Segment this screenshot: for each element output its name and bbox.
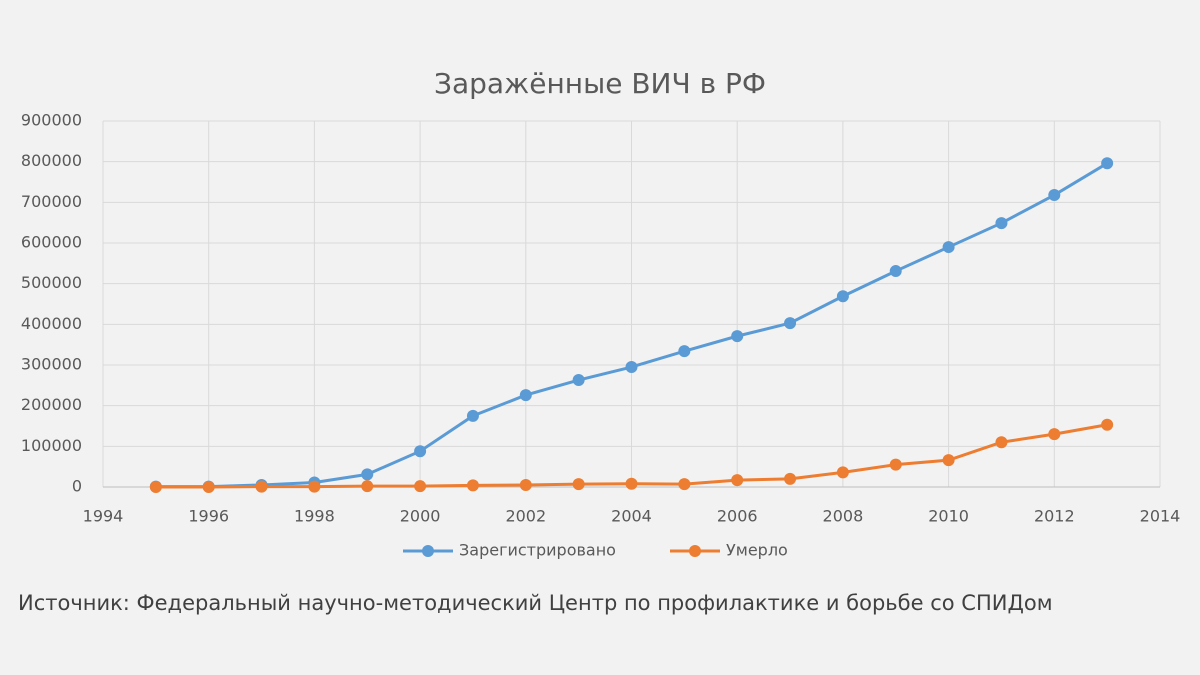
data-point (731, 330, 744, 343)
y-tick-label: 800000 (21, 151, 82, 170)
x-tick-label: 1998 (294, 507, 335, 526)
data-point (995, 217, 1008, 230)
x-tick-label: 2002 (505, 507, 546, 526)
y-tick-label: 0 (72, 477, 82, 496)
data-point (361, 468, 374, 481)
x-tick-label: 1996 (188, 507, 229, 526)
data-point (1101, 157, 1114, 170)
data-point (942, 454, 955, 467)
data-point (466, 479, 479, 492)
y-tick-label: 600000 (21, 233, 82, 252)
data-point (784, 317, 797, 330)
chart-title: Заражённые ВИЧ в РФ (434, 67, 766, 100)
data-point (149, 481, 162, 493)
data-point (572, 374, 585, 387)
data-point (414, 480, 427, 493)
x-tick-label: 2000 (400, 507, 441, 526)
x-tick-label: 2004 (611, 507, 652, 526)
data-point (995, 436, 1008, 449)
data-point (784, 472, 797, 485)
data-point (678, 345, 691, 358)
x-tick-label: 2014 (1140, 507, 1181, 526)
data-point (202, 481, 215, 493)
y-tick-label: 700000 (21, 192, 82, 211)
data-point (466, 409, 479, 422)
legend-marker (689, 545, 701, 557)
legend-label: Умерло (726, 541, 788, 560)
data-point (519, 478, 532, 491)
data-point (942, 241, 955, 254)
data-point (889, 458, 902, 471)
data-point (836, 466, 849, 479)
x-tick-label: 2008 (823, 507, 864, 526)
data-point (678, 478, 691, 491)
y-tick-label: 400000 (21, 314, 82, 333)
y-tick-label: 300000 (21, 355, 82, 374)
data-point (625, 477, 638, 490)
data-point (731, 474, 744, 487)
x-tick-label: 2006 (717, 507, 758, 526)
data-point (836, 290, 849, 303)
y-tick-label: 200000 (21, 395, 82, 414)
data-point (1048, 189, 1061, 202)
source-note: Источник: Федеральный научно-методически… (18, 591, 1053, 615)
x-tick-label: 2012 (1034, 507, 1075, 526)
data-point (889, 265, 902, 278)
y-tick-label: 500000 (21, 273, 82, 292)
data-point (572, 478, 585, 491)
y-tick-label: 100000 (21, 436, 82, 455)
data-point (519, 389, 532, 402)
x-tick-label: 2010 (928, 507, 969, 526)
y-tick-label: 900000 (21, 111, 82, 130)
x-tick-label: 1994 (83, 507, 124, 526)
data-point (414, 445, 427, 458)
legend-marker (422, 545, 434, 557)
data-point (255, 480, 268, 493)
data-point (308, 480, 321, 493)
data-point (361, 480, 374, 493)
legend-label: Зарегистрировано (459, 541, 616, 560)
data-point (1048, 428, 1061, 441)
data-point (1101, 418, 1114, 431)
data-point (625, 361, 638, 374)
